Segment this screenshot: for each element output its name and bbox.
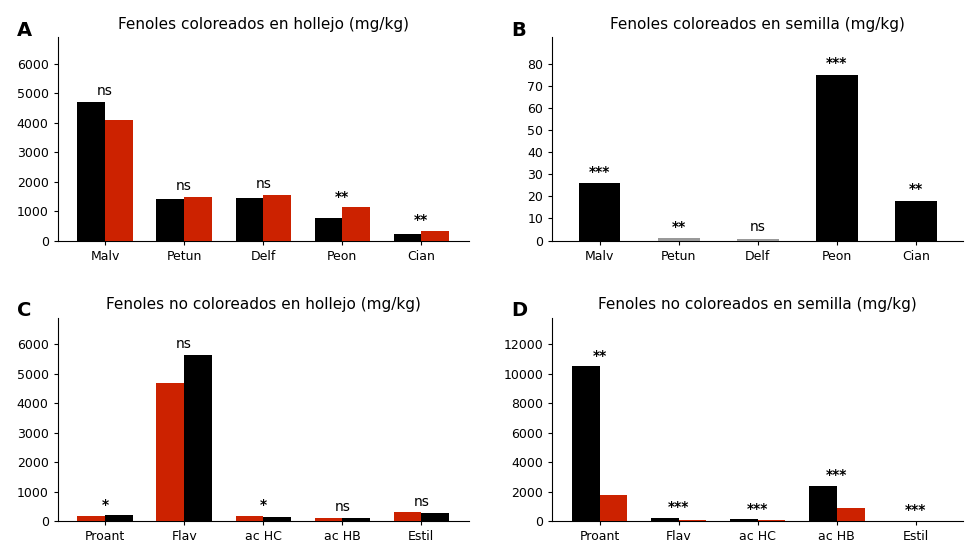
Bar	[264, 195, 291, 241]
Title: Fenoles coloreados en semilla (mg/kg): Fenoles coloreados en semilla (mg/kg)	[611, 17, 906, 32]
Bar	[315, 218, 342, 241]
Text: **: **	[415, 213, 428, 227]
Text: ***: ***	[747, 502, 768, 516]
Title: Fenoles coloreados en hollejo (mg/kg): Fenoles coloreados en hollejo (mg/kg)	[118, 17, 409, 32]
Bar	[184, 197, 212, 241]
Bar	[758, 520, 786, 521]
Text: **: **	[908, 183, 923, 197]
Bar	[651, 518, 679, 521]
Bar	[421, 514, 449, 521]
Bar	[235, 198, 264, 241]
Bar	[394, 512, 421, 521]
Bar	[837, 508, 864, 521]
Text: ns: ns	[255, 178, 271, 192]
Title: Fenoles no coloreados en hollejo (mg/kg): Fenoles no coloreados en hollejo (mg/kg)	[106, 297, 420, 312]
Bar	[105, 120, 132, 241]
Bar	[579, 183, 620, 241]
Bar	[77, 516, 105, 521]
Text: ***: ***	[826, 468, 848, 482]
Bar	[816, 74, 858, 241]
Bar	[737, 239, 778, 241]
Bar	[315, 519, 342, 521]
Text: D: D	[512, 301, 527, 320]
Text: ***: ***	[589, 165, 611, 179]
Text: ns: ns	[176, 337, 192, 351]
Text: **: **	[335, 190, 349, 204]
Bar	[264, 517, 291, 521]
Bar	[235, 516, 264, 521]
Text: *: *	[260, 498, 267, 512]
Text: C: C	[17, 301, 31, 320]
Text: ns: ns	[750, 221, 765, 235]
Title: Fenoles no coloreados en semilla (mg/kg): Fenoles no coloreados en semilla (mg/kg)	[599, 297, 917, 312]
Bar	[105, 515, 132, 521]
Bar	[679, 520, 707, 521]
Text: A: A	[17, 21, 31, 40]
Text: ***: ***	[668, 501, 690, 515]
Bar	[730, 519, 758, 521]
Bar	[809, 486, 837, 521]
Bar	[895, 201, 937, 241]
Text: ns: ns	[176, 179, 192, 193]
Bar	[77, 102, 105, 241]
Bar	[342, 518, 369, 521]
Text: *: *	[102, 498, 109, 512]
Bar	[394, 234, 421, 241]
Bar	[157, 199, 184, 241]
Text: B: B	[512, 21, 526, 40]
Text: ***: ***	[906, 503, 927, 517]
Bar	[600, 494, 627, 521]
Bar	[184, 354, 212, 521]
Text: **: **	[593, 349, 607, 363]
Bar	[157, 382, 184, 521]
Bar	[658, 239, 700, 241]
Bar	[421, 231, 449, 241]
Bar	[342, 207, 369, 241]
Text: ***: ***	[826, 56, 848, 70]
Text: **: **	[671, 220, 686, 234]
Bar	[572, 366, 600, 521]
Text: ns: ns	[334, 500, 350, 514]
Text: ns: ns	[414, 494, 429, 508]
Text: ns: ns	[97, 85, 113, 99]
